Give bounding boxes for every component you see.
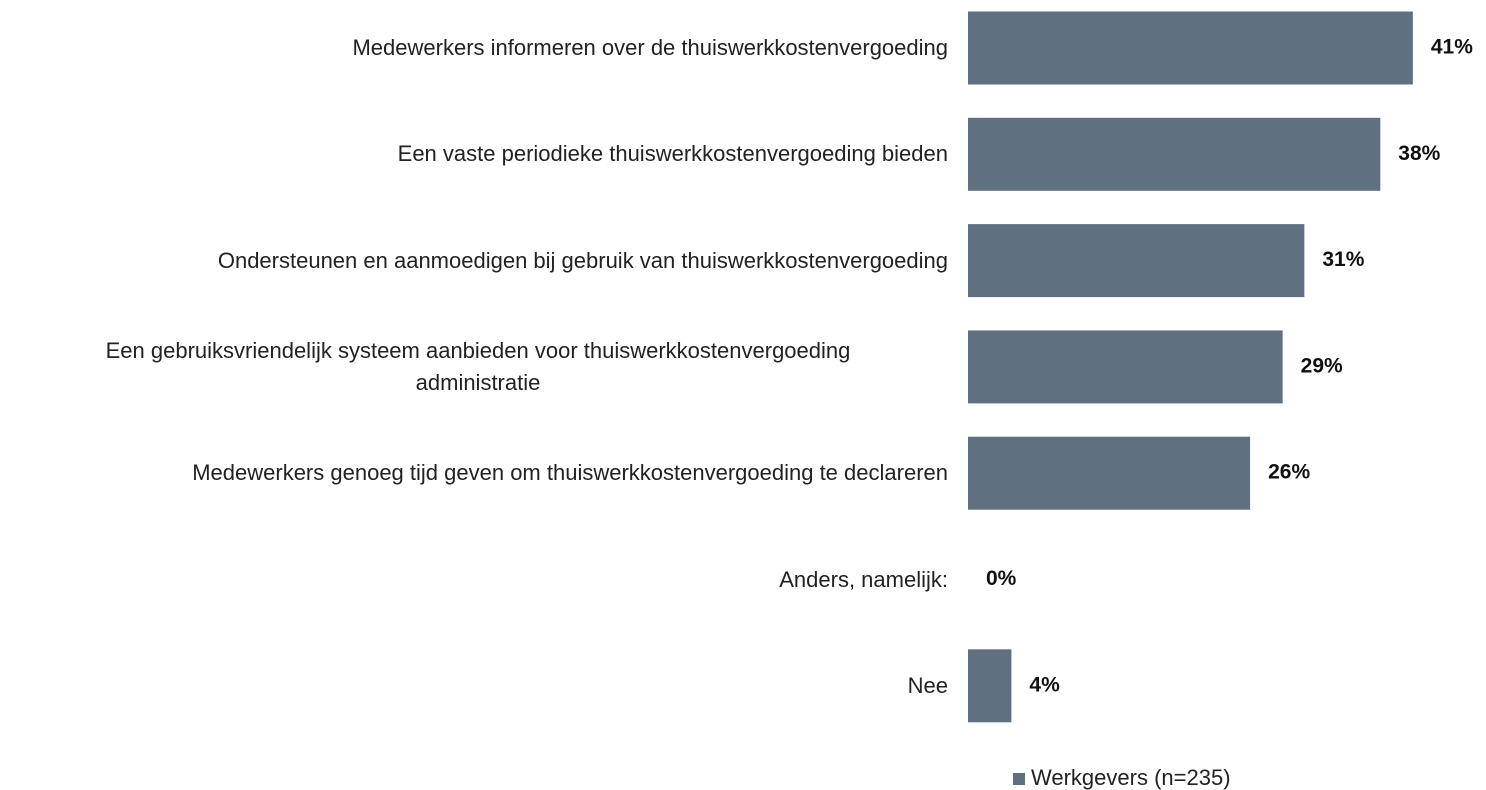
category-label: Medewerkers genoeg tijd geven om thuiswe…	[192, 460, 948, 486]
category-label: Medewerkers informeren over de thuiswerk…	[352, 35, 948, 60]
bar	[968, 649, 1012, 723]
bar	[968, 11, 1413, 85]
bar	[968, 224, 1305, 298]
value-label: 41%	[1431, 36, 1473, 59]
value-label: 4%	[1029, 673, 1060, 696]
value-label: 38%	[1398, 142, 1440, 165]
category-label: Een gebruiksvriendelijk systeem aanbiede…	[105, 337, 851, 395]
value-label: 0%	[986, 567, 1017, 590]
value-label: 26%	[1268, 461, 1310, 484]
bar	[968, 436, 1251, 510]
category-label: Een vaste periodieke thuiswerkkostenverg…	[397, 141, 948, 167]
legend-swatch	[1013, 773, 1025, 785]
value-label: 29%	[1301, 354, 1343, 377]
value-label: 31%	[1322, 248, 1364, 271]
category-label: Nee	[907, 672, 948, 698]
bar	[968, 330, 1283, 404]
legend-label: Werkgevers (n=235)	[1031, 765, 1231, 790]
category-label: Ondersteunen en aanmoedigen bij gebruik …	[217, 247, 948, 273]
category-label: Anders, namelijk:	[779, 566, 948, 592]
bar	[968, 117, 1381, 191]
